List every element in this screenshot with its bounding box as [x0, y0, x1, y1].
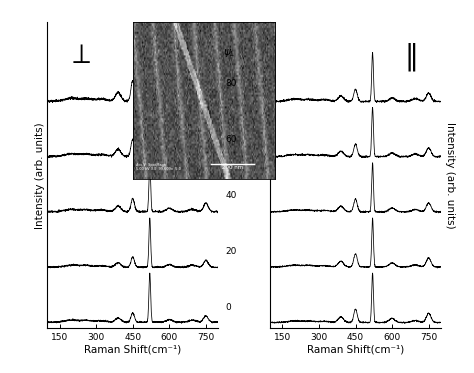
Text: $\perp$: $\perp$: [65, 41, 91, 69]
X-axis label: Raman Shift(cm⁻¹): Raman Shift(cm⁻¹): [307, 345, 404, 355]
Y-axis label: Intensity (arb. units): Intensity (arb. units): [35, 122, 45, 229]
Text: Acc V  SpotMagn
5.00 kV 3.0  99.609x  5.0: Acc V SpotMagn 5.00 kV 3.0 99.609x 5.0: [136, 163, 181, 171]
Text: 60: 60: [225, 135, 237, 144]
Text: 40: 40: [225, 191, 237, 200]
X-axis label: Raman Shift(cm⁻¹): Raman Shift(cm⁻¹): [84, 345, 182, 355]
Text: $\|$: $\|$: [404, 41, 416, 73]
Y-axis label: Intensity (arb. units): Intensity (arb. units): [445, 122, 455, 229]
Text: 20: 20: [225, 247, 237, 256]
Text: $\psi_L$: $\psi_L$: [223, 47, 235, 59]
Text: 80: 80: [225, 79, 237, 88]
Text: 200 nm: 200 nm: [222, 164, 243, 170]
Text: 0: 0: [225, 303, 231, 312]
